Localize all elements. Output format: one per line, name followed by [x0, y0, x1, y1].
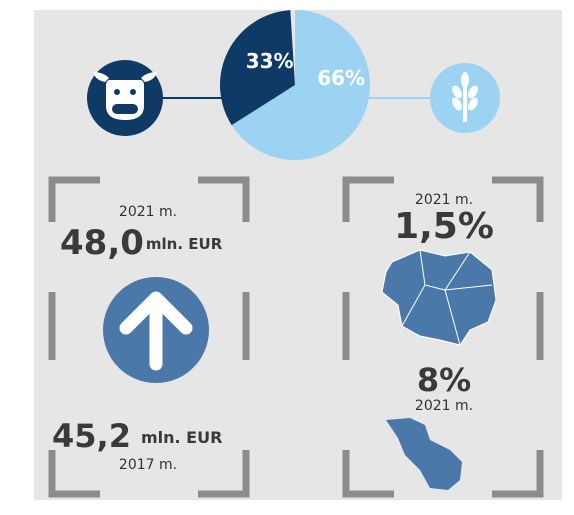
pie-slice: [220, 10, 295, 126]
value: 45,2 mln. EUR: [52, 417, 222, 455]
region-borders: [401, 249, 493, 346]
slice-label: 33%: [246, 49, 294, 73]
eye: [114, 89, 120, 95]
country-map: [381, 249, 497, 346]
slice-label: 66%: [317, 66, 365, 90]
wheat: [452, 72, 478, 122]
right-brackets: [342, 176, 544, 498]
value: 8%: [417, 361, 471, 399]
left-brackets: [48, 176, 250, 498]
eye: [130, 89, 136, 95]
year: 2021 m.: [119, 204, 177, 220]
value: 48,0 mln. EUR: [60, 223, 223, 263]
region-map: [386, 418, 462, 490]
year: 2021 m.: [415, 398, 473, 414]
nose: [112, 104, 138, 114]
pie: 66% 33%: [220, 10, 370, 160]
pie-slice: [231, 10, 370, 160]
value: 1,5%: [394, 206, 494, 247]
year: 2017 m.: [119, 457, 177, 473]
year: 2021 m.: [415, 192, 473, 208]
arrow: [119, 291, 193, 371]
